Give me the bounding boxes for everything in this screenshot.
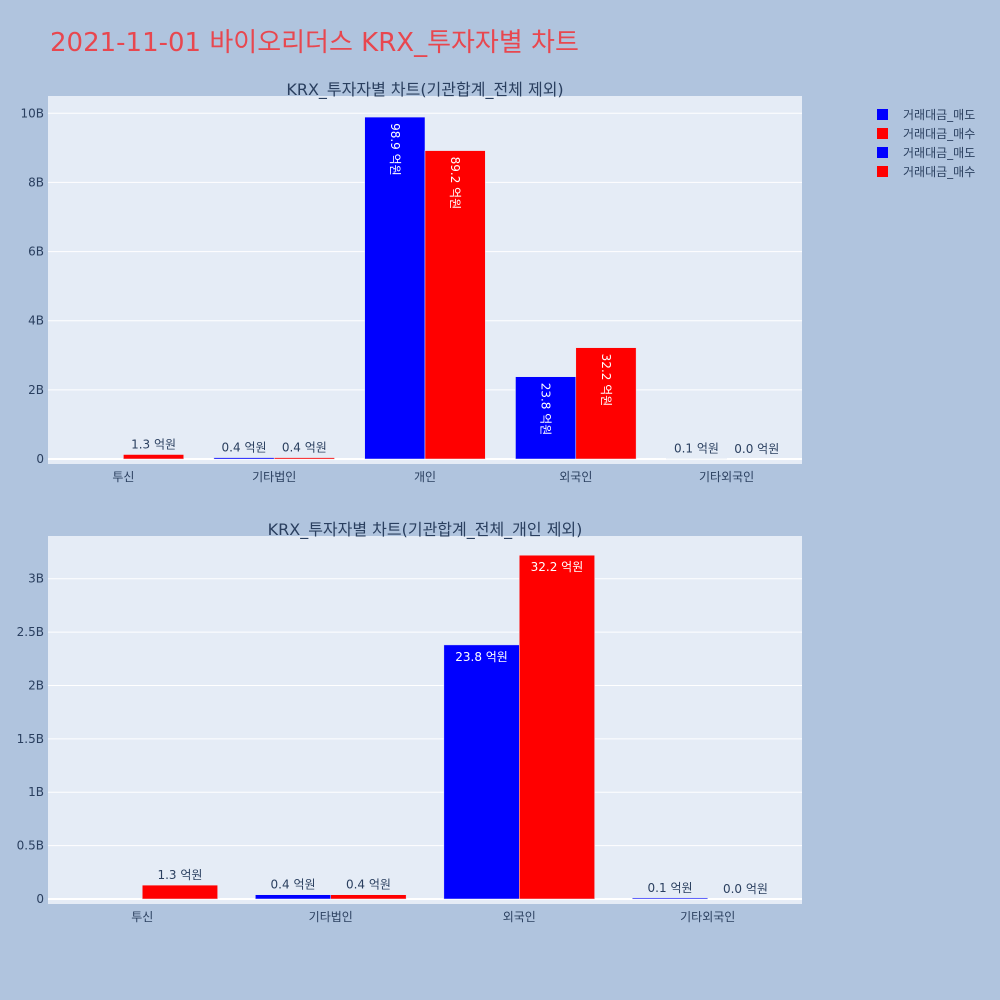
bar [142,884,218,900]
x-tick-label: 개인 [414,470,436,484]
bar-label: 0.1 억원 [648,881,693,895]
page-title: 2021-11-01 바이오리더스 KRX_투자자별 차트 [50,28,579,58]
x-tick-label: 외국인 [503,910,536,924]
chart-top: 0 2B 4B 6B 8B 10B KRX_투자자별 차트(기관합계_전체 제외) 투신 1.3… [20,80,802,484]
y-tick-label: 3B [28,572,44,586]
bar-label: 23.8 억원 [539,383,553,436]
y-tick-label: 1.5B [17,732,44,746]
bar-label: 0.4 억원 [346,878,391,892]
x-tick-label: 투신 [112,470,134,484]
bar-label: 98.9 억원 [388,123,402,176]
x-tick-label: 투신 [131,910,153,924]
bar-label: 1.3 억원 [157,868,202,882]
legend-swatch [877,128,888,139]
x-tick-label: 기타법인 [252,470,296,484]
plot-area [48,536,802,904]
bar-label: 0.4 억원 [271,878,316,892]
y-tick-label: 4B [28,314,44,328]
bar [632,897,708,900]
bar-label: 0.4 억원 [282,441,327,455]
x-tick-label: 기타법인 [309,910,353,924]
subplot-title: KRX_투자자별 차트(기관합계_전체_개인 제외) [268,520,583,540]
legend-entry: 거래대금_매도 [903,146,975,160]
bar [123,454,184,460]
legend-entry: 거래대금_매수 [903,127,975,141]
bar-label: 32.2 억원 [599,354,613,407]
y-tick-label: 0 [36,452,44,466]
bar [330,894,407,900]
bar-label: 89.2 억원 [448,157,462,210]
bar-label: 0.0 억원 [734,442,779,456]
bar [443,644,520,900]
legend-swatch [877,166,888,177]
y-tick-label: 2.5B [17,625,44,639]
y-tick-label: 6B [28,245,44,259]
y-tick-label: 1B [28,785,44,799]
bar [515,376,577,460]
legend-entry: 거래대금_매도 [903,108,975,122]
legend-swatch [877,147,888,158]
bar [364,116,426,460]
bar-label: 0.0 억원 [723,882,768,896]
bar [255,894,332,900]
bar [424,150,486,460]
bar-label: 0.1 억원 [674,442,719,456]
bar [519,554,595,900]
y-tick-label: 2B [28,678,44,692]
y-tick-label: 8B [28,175,44,189]
bar-label: 0.4 억원 [222,441,267,455]
x-tick-label: 외국인 [559,470,592,484]
legend-entry: 거래대금_매수 [903,165,975,179]
bar [273,457,335,460]
bar-label: 23.8 억원 [455,650,508,664]
bar-label: 32.2 억원 [531,560,584,574]
bar [575,347,637,460]
x-tick-label: 기타외국인 [699,470,754,484]
bar-label: 1.3 억원 [131,438,176,452]
bar [213,457,275,460]
y-tick-label: 0 [36,892,44,906]
y-tick-label: 2B [28,383,44,397]
legend-swatch [877,109,888,120]
chart-bottom: 0 0.5B 1B 1.5B 2B 2.5B 3B KRX_투자자별 차트(기관합계_전체_개… [17,520,802,924]
y-tick-label: 10B [20,106,44,120]
y-tick-label: 0.5B [17,839,44,853]
x-tick-label: 기타외국인 [680,910,735,924]
subplot-title: KRX_투자자별 차트(기관합계_전체 제외) [286,80,563,100]
